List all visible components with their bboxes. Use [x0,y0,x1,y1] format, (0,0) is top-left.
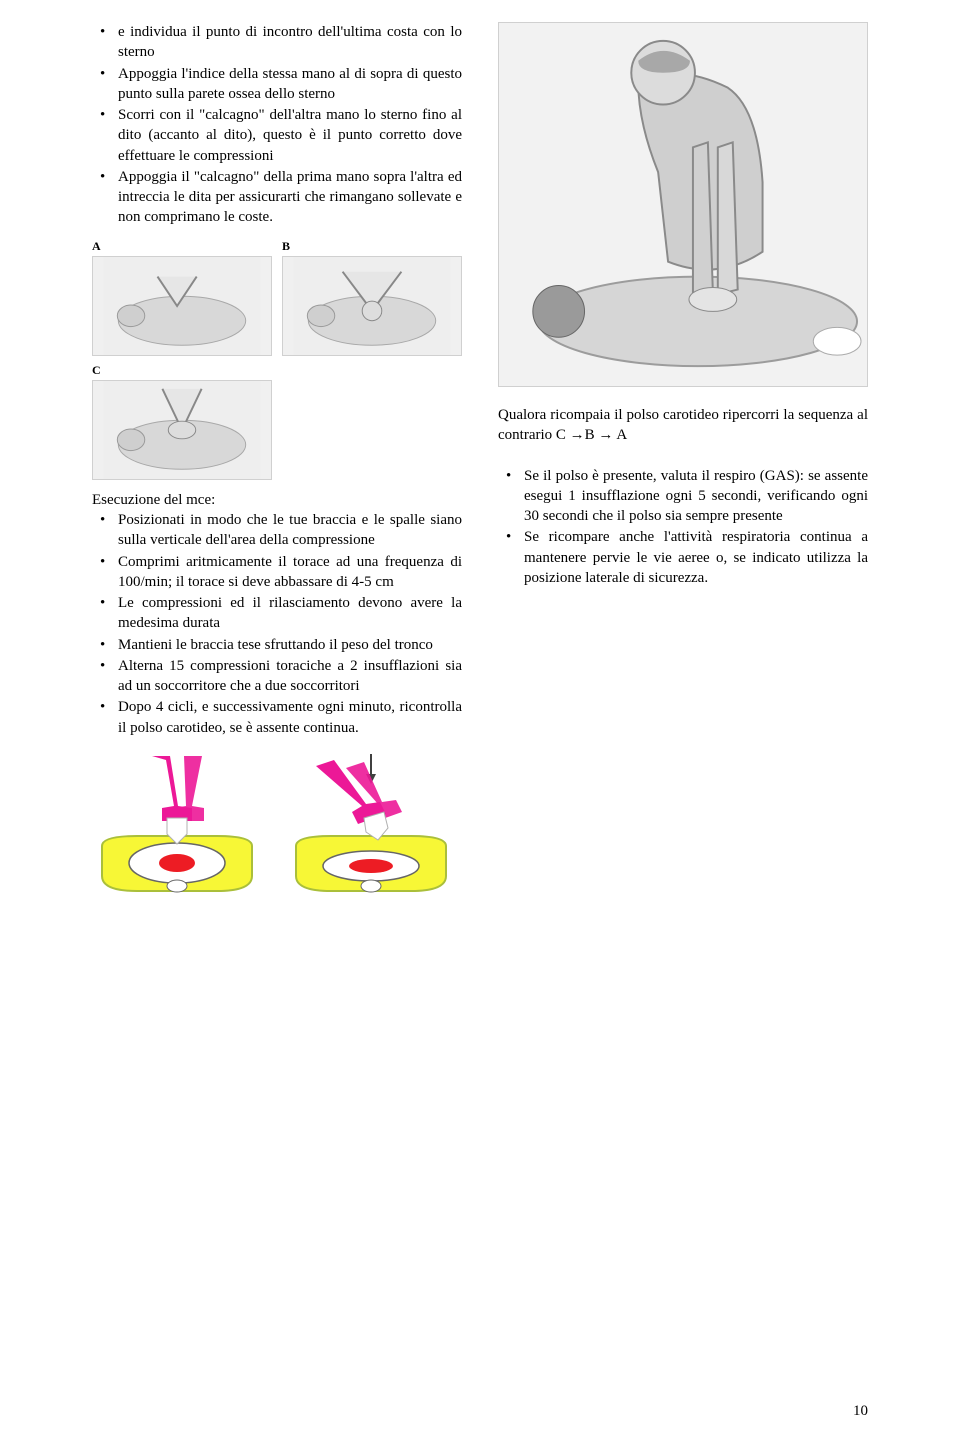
list-item: Le compressioni ed il rilasciamento devo… [92,593,462,634]
list-item: Se il polso è presente, valuta il respir… [498,466,868,527]
figure-b-illustration [282,256,462,356]
compression-diagrams [92,746,462,901]
compression-correct-icon [92,746,262,901]
figure-label-a: A [92,238,272,254]
figure-c-illustration [92,380,272,480]
top-bullet-list: e individua il punto di incontro dell'ul… [92,22,462,228]
hand-position-figures: A B [92,238,462,480]
list-item: Se ricompare anche l'attività respirator… [498,527,868,588]
rescuer-compression-illustration [498,22,868,387]
figure-a-svg [93,257,271,355]
figure-label-c: C [92,362,272,378]
right-column: Qualora ricompaia il polso carotideo rip… [498,22,868,901]
page-number: 10 [853,1401,868,1421]
list-item: Comprimi aritmicamente il torace ad una … [92,552,462,593]
right-bullet-list: Se il polso è presente, valuta il respir… [498,466,868,589]
list-item: Appoggia il "calcagno" della prima mano … [92,167,462,228]
list-item: e individua il punto di incontro dell'ul… [92,22,462,63]
list-item: Alterna 15 compressioni toraciche a 2 in… [92,656,462,697]
columns: e individua il punto di incontro dell'ul… [92,22,868,901]
compression-incorrect-icon [286,746,456,901]
mce-heading: Esecuzione del mce: [92,490,462,510]
rescuer-svg [499,23,867,386]
figure-a-illustration [92,256,272,356]
list-item: Posizionati in modo che le tue braccia e… [92,510,462,551]
figure-b-svg [283,257,461,355]
figure-c-svg [93,381,271,479]
left-column: e individua il punto di incontro dell'ul… [92,22,462,901]
list-item: Appoggia l'indice della stessa mano al d… [92,64,462,105]
mce-bullet-list: Posizionati in modo che le tue braccia e… [92,510,462,738]
list-item: Mantieni le braccia tese sfruttando il p… [92,635,462,655]
figure-label-b: B [282,238,462,254]
list-item: Dopo 4 cicli, e successivamente ogni min… [92,697,462,738]
qualora-paragraph: Qualora ricompaia il polso carotideo rip… [498,405,868,446]
list-item: Scorri con il "calcagno" dell'altra mano… [92,105,462,166]
